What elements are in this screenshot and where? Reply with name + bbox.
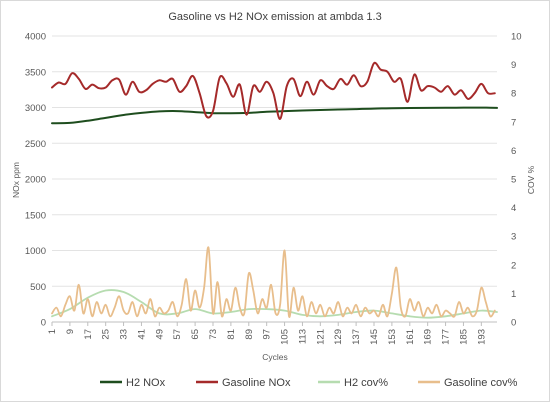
chart-title: Gasoline vs H2 NOx emission at ambda 1.3	[168, 11, 381, 23]
y-right-tick-label: 6	[511, 146, 516, 157]
y-right-tick-label: 2	[511, 260, 516, 271]
y-axis-left-label: NOx ppm	[11, 162, 21, 198]
series-line-gasoline-nox	[51, 61, 496, 120]
y-right-tick-label: 10	[511, 32, 522, 43]
y-left-tick-label: 4000	[25, 32, 46, 43]
x-tick-label: 33	[119, 329, 130, 340]
x-tick-label: 193	[476, 329, 487, 345]
x-tick-label: 113	[297, 329, 308, 344]
y-axis-right: 0 1 2 3 4 5 6 7 8 9 10	[511, 32, 522, 329]
x-tick-label: 65	[190, 329, 201, 340]
x-tick-label: 137	[351, 329, 362, 345]
legend-entry: Gasoline NOx	[222, 377, 291, 389]
y-left-tick-label: 500	[30, 282, 46, 293]
y-right-tick-label: 4	[511, 203, 516, 214]
y-right-tick-label: 8	[511, 89, 516, 100]
legend-entry: H2 NOx	[126, 377, 166, 389]
series-line-h2-nox	[51, 106, 498, 125]
y-right-tick-label: 0	[511, 318, 516, 329]
y-left-tick-label: 3500	[25, 67, 46, 78]
x-tick-label: 161	[405, 329, 416, 345]
x-tick-label: 185	[458, 329, 469, 345]
x-tick-label: 25	[101, 329, 112, 340]
y-right-tick-label: 5	[511, 175, 516, 186]
x-tick-label: 121	[315, 329, 326, 345]
series-line-gasoline-cov-	[51, 246, 496, 318]
x-tick-label: 105	[280, 329, 291, 345]
x-tick-label: 89	[244, 329, 255, 340]
x-tick-label: 97	[262, 329, 273, 340]
y-right-tick-label: 1	[511, 289, 516, 300]
x-tick-label: 17	[83, 329, 94, 340]
y-left-tick-label: 2500	[25, 139, 46, 150]
y-axis-left: 0 500 1000 1500 2000 2500 3000 3500 4000	[25, 32, 46, 329]
x-tick-label: 57	[172, 329, 183, 340]
x-tick-label: 129	[333, 329, 344, 345]
y-right-tick-label: 7	[511, 117, 516, 128]
x-tick-label: 49	[154, 329, 165, 340]
x-tick-label: 153	[387, 329, 398, 345]
x-tick-label: 81	[226, 329, 237, 340]
x-axis: 1 9 17 25 33 41 49 57 65 73 81 89 97 105 113 121 129 137 1…	[47, 322, 487, 345]
y-axis-right-label: COV %	[526, 165, 536, 194]
y-left-tick-label: 0	[41, 318, 46, 329]
y-left-tick-label: 3000	[25, 103, 46, 114]
x-tick-label: 73	[208, 329, 219, 340]
x-axis-label: Cycles	[262, 352, 288, 362]
legend-entry: H2 cov%	[344, 377, 388, 389]
x-tick-label: 177	[441, 329, 452, 345]
y-left-tick-label: 1500	[25, 210, 46, 221]
x-tick-label: 1	[47, 329, 58, 334]
y-left-tick-label: 1000	[25, 246, 46, 257]
y-right-tick-label: 3	[511, 232, 516, 243]
x-tick-label: 9	[65, 329, 76, 334]
y-right-tick-label: 9	[511, 60, 516, 71]
y-left-tick-label: 2000	[25, 175, 46, 186]
x-tick-label: 145	[369, 329, 380, 345]
series-group	[51, 61, 498, 319]
legend-entry: Gasoline cov%	[444, 377, 518, 389]
x-tick-label: 41	[136, 329, 147, 340]
legend: H2 NOx Gasoline NOx H2 cov% Gasoline cov%	[100, 377, 518, 389]
x-tick-label: 169	[423, 329, 434, 345]
